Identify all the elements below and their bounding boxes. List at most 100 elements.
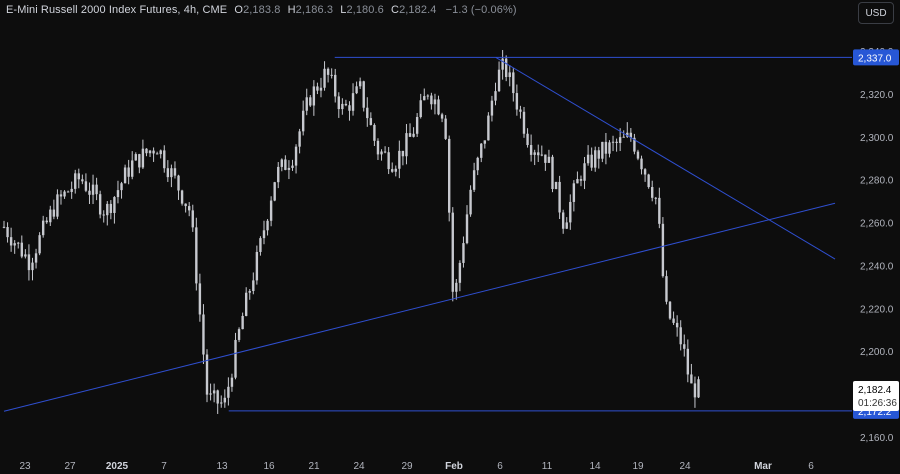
candle-body: [209, 393, 212, 395]
candle-body: [145, 148, 148, 154]
y-tick-label: 2,240.0: [860, 261, 894, 272]
candle-body: [269, 200, 273, 221]
candle-body: [24, 254, 27, 257]
high-value: 2,186.3: [295, 4, 334, 16]
low-value: 2,180.6: [346, 4, 384, 16]
candle-body: [358, 81, 362, 87]
currency-button[interactable]: USD: [858, 2, 894, 24]
support-price-label-text: 2,172.2: [858, 407, 892, 418]
candle-body: [476, 157, 479, 171]
candle-body: [512, 72, 515, 94]
price-labels-layer: 2,337.0 2,172.2 2,182.4 01:26:36: [853, 49, 899, 419]
candle-body: [323, 68, 326, 88]
candle-body: [590, 154, 593, 168]
countdown-text: 01:26:36: [858, 398, 897, 409]
chart-header: E-Mini Russell 2000 Index Futures, 4h, C…: [6, 4, 517, 16]
candle-body: [675, 322, 679, 328]
candle-body: [455, 282, 458, 292]
candle-body: [547, 156, 551, 163]
candle-body: [604, 141, 608, 154]
candle-body: [344, 103, 348, 106]
candle-body: [369, 118, 373, 125]
candle-body: [540, 154, 544, 156]
candle-body: [647, 174, 650, 188]
candle-body: [558, 181, 561, 213]
candle-body: [423, 96, 426, 101]
candle-body: [195, 227, 198, 284]
candle-body: [348, 105, 351, 111]
candle-body: [415, 116, 419, 134]
candle-body: [601, 141, 604, 159]
candle-body: [284, 159, 287, 170]
candle-body: [433, 99, 437, 105]
candle-body: [444, 118, 447, 139]
candle-body: [508, 72, 511, 78]
candle-body: [9, 237, 13, 246]
candle-body: [394, 168, 397, 172]
candle-body: [95, 184, 98, 195]
x-tick-label: 23: [19, 461, 31, 472]
candle-body: [594, 150, 597, 168]
candle-body: [526, 133, 529, 146]
candle-body: [113, 197, 116, 213]
candle-body: [301, 110, 305, 132]
candle-body: [34, 253, 38, 263]
candle-body: [205, 354, 209, 395]
candle-body: [690, 374, 693, 384]
candle-body: [191, 210, 194, 228]
high-key: H: [287, 4, 296, 16]
candle-body: [430, 95, 433, 105]
candle-body: [123, 167, 127, 184]
x-tick-label: 6: [497, 461, 503, 472]
candle-body: [401, 150, 405, 157]
candle-body: [262, 230, 266, 239]
candle-body: [419, 100, 422, 117]
time-axis[interactable]: 23 27 2025 7 13 16 21 24 29 Feb 6 11 14 19 24 Mar 6: [19, 461, 814, 472]
candle-body: [244, 292, 248, 316]
candle-body: [380, 151, 383, 155]
candle-body: [608, 142, 611, 154]
candle-body: [490, 100, 494, 116]
x-tick-label: 29: [401, 461, 413, 472]
candle-body: [351, 93, 355, 111]
candle-body: [159, 150, 162, 155]
candle-body: [127, 167, 130, 177]
candle-body: [586, 154, 590, 164]
candle-body: [451, 212, 454, 292]
candle-body: [20, 242, 24, 257]
candle-body: [643, 169, 647, 175]
falling-trendline: [495, 57, 836, 260]
candle-body: [480, 143, 483, 158]
y-tick-label: 2,300.0: [860, 133, 894, 144]
candle-body: [408, 133, 412, 137]
candle-body: [472, 170, 476, 190]
candle-body: [579, 179, 583, 181]
candle-body: [106, 203, 109, 216]
candle-body: [248, 291, 251, 293]
candle-body: [17, 242, 20, 244]
candle-body: [70, 188, 73, 192]
candle-body: [465, 214, 469, 244]
candle-body: [102, 214, 105, 216]
x-tick-label: 27: [64, 461, 76, 472]
candle-body: [230, 377, 234, 387]
candle-body: [237, 329, 241, 340]
candle-body: [497, 69, 501, 92]
candle-body: [319, 87, 323, 91]
candles-layer: [2, 50, 700, 414]
x-tick-label: 24: [353, 461, 365, 472]
close-value: 2,182.4: [399, 4, 437, 16]
candle-body: [561, 212, 565, 229]
candle-body: [362, 81, 365, 108]
candle-body: [155, 153, 159, 155]
candle-body: [41, 220, 45, 236]
candle-body: [355, 86, 358, 94]
candle-body: [216, 390, 219, 404]
candle-body: [74, 173, 77, 189]
candle-body: [448, 138, 451, 213]
open-key: O: [234, 4, 244, 16]
candle-body: [334, 74, 337, 97]
candle-body: [184, 203, 187, 207]
current-price-label-bg: [853, 380, 899, 411]
